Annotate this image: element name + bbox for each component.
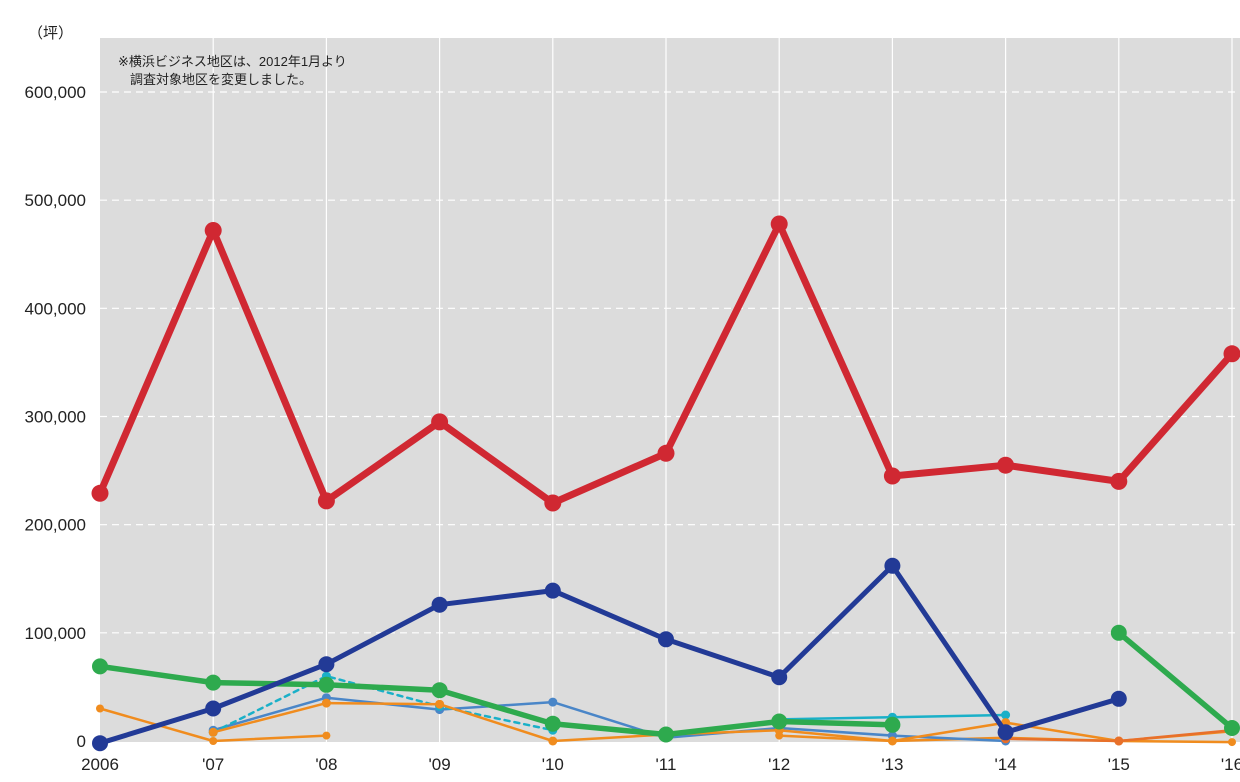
data-point [435, 700, 444, 709]
data-point [1224, 720, 1240, 736]
data-point [545, 583, 561, 599]
x-tick-label: '11 [656, 755, 677, 774]
data-point [888, 737, 897, 746]
data-point [92, 735, 108, 751]
data-point [771, 669, 787, 685]
chart-note-line-1: ※横浜ビジネス地区は、2012年1月より [118, 54, 347, 69]
x-tick-label: '13 [881, 755, 903, 774]
data-point [432, 682, 448, 698]
data-point [432, 597, 448, 613]
data-point [209, 737, 217, 745]
x-tick-label: '12 [768, 755, 790, 774]
x-tick-label: '16 [1221, 755, 1240, 774]
data-point [1114, 737, 1123, 746]
data-point [318, 656, 334, 672]
data-point [997, 457, 1014, 474]
x-tick-label: '14 [995, 755, 1017, 774]
data-point [548, 737, 557, 746]
y-tick-label: 600,000 [25, 83, 86, 102]
y-tick-label: 0 [77, 732, 86, 751]
data-point [92, 485, 109, 502]
data-point [771, 216, 788, 233]
y-unit-label: （坪） [28, 25, 73, 42]
y-tick-label: 300,000 [25, 408, 86, 427]
x-tick-label: '09 [429, 755, 451, 774]
x-tick-label: '10 [542, 755, 564, 774]
data-point [205, 675, 221, 691]
data-point [1224, 345, 1240, 362]
data-point [431, 413, 448, 430]
data-point [1111, 691, 1127, 707]
y-tick-label: 100,000 [25, 624, 86, 643]
x-tick-label: '15 [1108, 755, 1130, 774]
data-point [205, 222, 222, 239]
data-point [545, 716, 561, 732]
data-point [884, 468, 901, 485]
data-point [1110, 473, 1127, 490]
x-tick-label: 2006 [81, 755, 119, 774]
y-tick-label: 400,000 [25, 299, 86, 318]
data-point [1228, 738, 1236, 746]
data-point [771, 714, 787, 730]
data-point [318, 677, 334, 693]
y-tick-label: 200,000 [25, 516, 86, 535]
data-point [318, 492, 335, 509]
data-point [92, 658, 108, 674]
data-point [884, 558, 900, 574]
x-tick-label: '07 [202, 755, 224, 774]
data-point [322, 699, 331, 708]
x-tick-label: '08 [315, 755, 337, 774]
data-point [322, 732, 330, 740]
y-tick-label: 500,000 [25, 191, 86, 210]
data-point [884, 717, 900, 733]
data-point [998, 724, 1014, 740]
data-point [209, 728, 218, 737]
chart-note-line-2: 調査対象地区を変更しました。 [130, 72, 312, 87]
data-point [658, 445, 675, 462]
data-point [658, 727, 674, 743]
data-point [544, 495, 561, 512]
data-point [1111, 625, 1127, 641]
data-point [548, 698, 557, 707]
data-point [96, 705, 104, 713]
data-point [205, 701, 221, 717]
data-point [658, 631, 674, 647]
